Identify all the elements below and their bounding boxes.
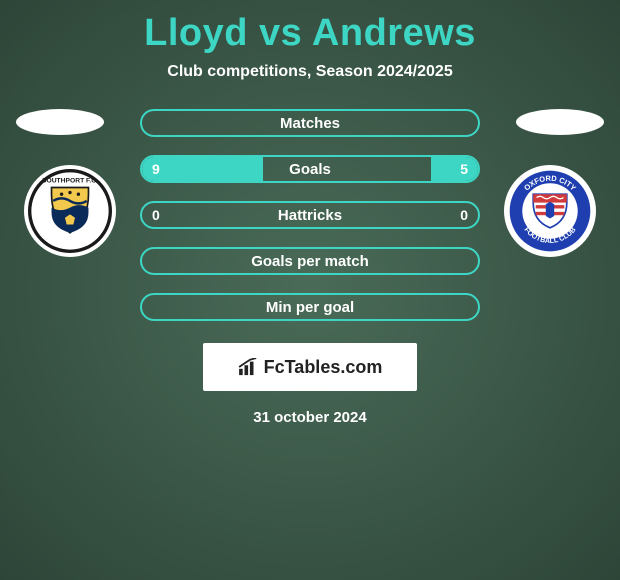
stat-rows: Matches 9 5 Goals 0 0 Hattricks Goals per match… xyxy=(140,109,480,321)
stat-row: 0 0 Hattricks xyxy=(140,201,480,229)
oxford-city-crest-icon: OXFORD CITY FOOTBALL CLUB xyxy=(508,169,592,253)
stat-row: 9 5 Goals xyxy=(140,155,480,183)
stat-fill-right xyxy=(431,157,478,181)
subtitle: Club competitions, Season 2024/2025 xyxy=(0,63,620,81)
stat-value-right: 0 xyxy=(460,207,468,223)
stat-row: Goals per match xyxy=(140,247,480,275)
player-oval-left xyxy=(16,109,104,135)
bar-chart-icon xyxy=(238,358,260,376)
comparison-content: SOUTHPORT F.C. OXFORD CITY FOOTBALL CLUB xyxy=(0,109,620,426)
stat-fill-left xyxy=(142,157,263,181)
brand-text: FcTables.com xyxy=(264,357,383,378)
stat-value-right: 5 xyxy=(460,161,468,177)
brand-label: FcTables.com xyxy=(238,357,383,378)
stat-label: Matches xyxy=(280,115,340,132)
club-crest-right: OXFORD CITY FOOTBALL CLUB xyxy=(504,165,596,257)
date-line: 31 october 2024 xyxy=(0,409,620,426)
southport-crest-icon: SOUTHPORT F.C. xyxy=(28,169,112,253)
stat-label: Goals per match xyxy=(251,253,369,270)
club-crest-left: SOUTHPORT F.C. xyxy=(24,165,116,257)
stat-label: Hattricks xyxy=(278,207,342,224)
brand-box[interactable]: FcTables.com xyxy=(203,343,417,391)
stat-label: Min per goal xyxy=(266,299,354,316)
stat-value-left: 9 xyxy=(152,161,160,177)
player-oval-right xyxy=(516,109,604,135)
stat-value-left: 0 xyxy=(152,207,160,223)
stat-row: Min per goal xyxy=(140,293,480,321)
page-title: Lloyd vs Andrews xyxy=(0,0,620,55)
stat-row: Matches xyxy=(140,109,480,137)
svg-text:SOUTHPORT F.C.: SOUTHPORT F.C. xyxy=(42,177,98,184)
stat-label: Goals xyxy=(289,161,331,178)
